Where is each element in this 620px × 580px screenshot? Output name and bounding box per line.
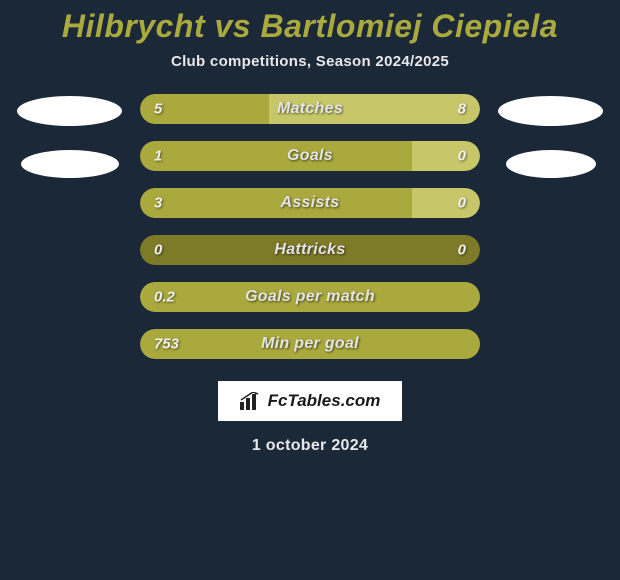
stat-label: Assists bbox=[280, 194, 339, 212]
bar-right bbox=[412, 188, 480, 218]
player1-team-logo bbox=[17, 96, 122, 126]
stat-value-right: 0 bbox=[458, 148, 466, 165]
stat-value-right: 0 bbox=[458, 242, 466, 259]
player1-flag bbox=[21, 150, 119, 178]
stat-row: Hattricks 0 0 bbox=[140, 235, 480, 265]
player2-flag bbox=[506, 150, 596, 178]
logo-text: FcTables.com bbox=[268, 391, 381, 411]
subtitle: Club competitions, Season 2024/2025 bbox=[171, 53, 449, 70]
stat-value-left: 3 bbox=[154, 195, 162, 212]
stat-label: Hattricks bbox=[274, 241, 345, 259]
stat-label: Matches bbox=[277, 100, 343, 118]
stat-row: Goals per match 0.2 bbox=[140, 282, 480, 312]
stat-bars: Matches58Goals10Assists30Hattricks00Goal… bbox=[140, 94, 480, 359]
stat-label: Goals per match bbox=[245, 288, 375, 306]
stat-value-left: 1 bbox=[154, 148, 162, 165]
bar-left bbox=[140, 141, 412, 171]
bar-right bbox=[412, 141, 480, 171]
player2-avatar-col bbox=[498, 94, 603, 178]
player2-name: Bartlomiej Ciepiela bbox=[260, 8, 558, 44]
stat-row: Min per goal 753 bbox=[140, 329, 480, 359]
date-label: 1 october 2024 bbox=[252, 437, 368, 455]
stats-area: Matches58Goals10Assists30Hattricks00Goal… bbox=[0, 94, 620, 359]
vs-label: vs bbox=[215, 8, 252, 44]
bar-left bbox=[140, 188, 412, 218]
stat-row: Assists 3 0 bbox=[140, 188, 480, 218]
stat-value-left: 0.2 bbox=[154, 289, 175, 306]
stat-value-left: 753 bbox=[154, 336, 179, 353]
stat-row: Matches 5 8 bbox=[140, 94, 480, 124]
stat-label: Goals bbox=[287, 147, 333, 165]
chart-icon bbox=[240, 392, 262, 410]
stat-value-left: 0 bbox=[154, 242, 162, 259]
stat-value-right: 0 bbox=[458, 195, 466, 212]
comparison-card: Hilbrycht vs Bartlomiej Ciepiela Club co… bbox=[0, 0, 620, 455]
stat-value-left: 5 bbox=[154, 101, 162, 118]
stat-row: Goals 1 0 bbox=[140, 141, 480, 171]
stat-value-right: 8 bbox=[458, 101, 466, 118]
player1-name: Hilbrycht bbox=[62, 8, 205, 44]
player1-avatar-col bbox=[17, 94, 122, 178]
stat-label: Min per goal bbox=[261, 335, 359, 353]
player2-team-logo bbox=[498, 96, 603, 126]
page-title: Hilbrycht vs Bartlomiej Ciepiela bbox=[62, 8, 558, 45]
fctables-logo[interactable]: FcTables.com bbox=[218, 381, 403, 421]
